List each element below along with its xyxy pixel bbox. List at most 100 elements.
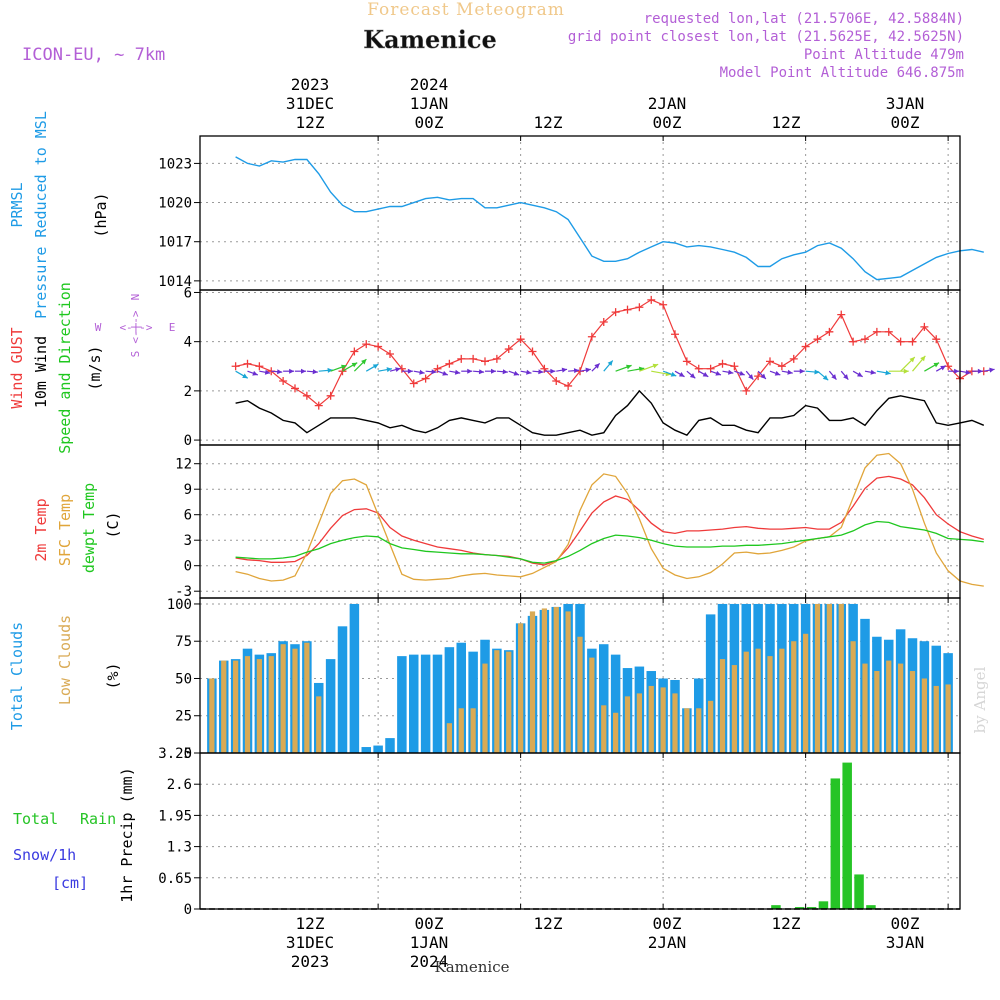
low-cloud-bar [506,651,512,753]
gust-point [611,308,620,317]
wind-arrow-head [626,364,632,370]
low-cloud-bar [577,636,583,753]
wind-arrow [461,368,473,374]
wind-arrow-head [977,368,983,374]
wind-arrow-head [301,368,306,374]
wind-arrow-head [341,364,347,370]
rain-bar [866,905,876,909]
top-time-label: 00Z [653,113,682,132]
wind-arrow [318,367,333,373]
wind-arrow-head [513,370,520,376]
wind-arrow-head [774,370,781,376]
gust-point [564,381,573,390]
top-time-label: 12Z [534,113,563,132]
low-cloud-bar [518,623,524,753]
rain-bar [771,905,781,909]
gust-point [825,327,834,336]
wind-arrow-head [933,362,940,368]
bottom-time-label: 3JAN [886,933,925,952]
low-cloud-bar [743,651,749,753]
gust-point [599,317,608,326]
wind-arrow-head [989,367,995,373]
wind-arrow-head [909,357,915,363]
total-cloud-bar [361,747,371,753]
p3-label-unit: (C) [104,511,122,538]
y-tick-label: 3 [184,533,192,549]
wind-arrow-head [652,363,659,369]
wind-speed-line [235,389,985,437]
wind-arrow-head [594,363,600,369]
wind-arrow [983,367,995,373]
gust-point [291,384,299,393]
gust-point [243,359,252,368]
gust-point [872,327,881,336]
wind-arrow [520,369,532,375]
bottom-time-label: 12Z [296,914,325,933]
low-cloud-bar [221,660,227,753]
gust-point [623,305,632,314]
bottom-time-label: 2JAN [648,933,687,952]
low-cloud-bar [304,642,310,753]
gust-point [730,362,739,371]
wind-arrow-head [843,374,849,380]
y-tick-label: 12 [175,457,192,473]
low-cloud-bar [862,663,868,753]
gust-point [635,303,644,312]
wind-arrow-head [442,370,448,376]
y-tick-label: 6 [184,508,192,524]
total-cloud-bar [397,656,407,753]
wind-arrow [793,368,805,374]
y-tick-label: 1023 [158,156,192,172]
pressure-line [235,156,984,281]
wind-arrow-head [550,368,556,374]
low-cloud-bar [731,665,737,753]
gust-point [350,347,359,356]
wind-arrow-head [748,374,754,380]
gust-point [754,372,763,381]
low-cloud-bar [933,685,939,753]
total-cloud-bar [432,654,443,753]
gust-point [861,335,869,344]
gust-point [777,362,786,371]
rain-bar [794,907,805,909]
compass-s-label: S [129,351,142,358]
low-cloud-bar [898,663,904,753]
wind-arrow [496,369,508,375]
plot-layer: 10141017102010230246-3036912025507510000… [158,75,995,971]
y-tick-label: 4 [184,335,192,351]
total-cloud-bar [599,644,609,753]
p4-label-low: Low Clouds [56,615,74,705]
wind-arrow-head [857,372,863,377]
bottom-time-label: 00Z [891,914,920,933]
gust-point [920,322,929,331]
wind-arrow [757,370,767,380]
bottom-time-label: 00Z [415,914,444,933]
wind-arrow [306,369,318,375]
top-time-label: 31DEC [286,94,334,113]
gust-point [231,362,240,371]
wind-arrow [473,369,485,375]
wind-arrow [817,370,829,381]
p5-label-cm: [cm] [52,874,88,892]
model-altitude: Model Point Altitude 646.875m [720,65,964,81]
low-cloud-bar [482,663,488,753]
wind-arrow-head [252,370,258,376]
low-cloud-bar [696,708,702,753]
low-cloud-bar [826,603,832,753]
gust-point [659,300,668,309]
gust-point [742,386,751,395]
panel-frame [199,444,961,599]
low-cloud-bar [601,705,607,753]
gust-point [528,347,537,356]
low-cloud-bar [909,671,916,753]
wind-arrow [378,367,393,373]
gust-point [647,295,656,304]
y-tick-label: 100 [167,597,192,613]
wind-arrow-head [814,369,820,375]
wind-arrow [544,368,556,374]
wind-arrow [686,370,696,379]
low-cloud-bar [719,659,726,753]
low-cloud-bar [886,660,892,753]
wind-arrow [603,360,614,372]
